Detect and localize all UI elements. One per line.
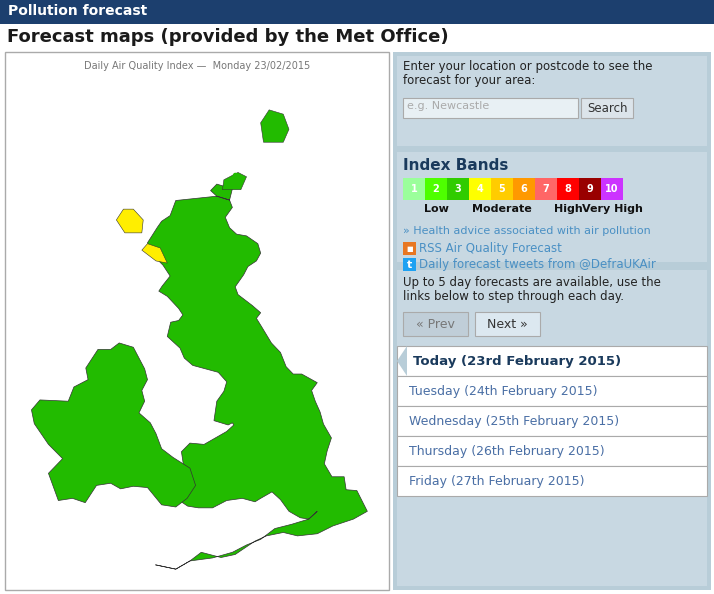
- Text: links below to step through each day.: links below to step through each day.: [403, 290, 624, 303]
- FancyBboxPatch shape: [601, 178, 623, 200]
- Text: 4: 4: [477, 184, 483, 194]
- FancyBboxPatch shape: [557, 178, 579, 200]
- Text: t: t: [407, 260, 412, 270]
- FancyBboxPatch shape: [403, 178, 425, 200]
- Text: Daily forecast tweets from @DefraUKAir: Daily forecast tweets from @DefraUKAir: [419, 258, 656, 271]
- Polygon shape: [223, 172, 246, 189]
- Text: Low: Low: [423, 204, 448, 214]
- Text: Search: Search: [587, 102, 628, 115]
- FancyBboxPatch shape: [425, 178, 447, 200]
- FancyBboxPatch shape: [513, 178, 535, 200]
- FancyBboxPatch shape: [397, 436, 707, 466]
- FancyBboxPatch shape: [469, 178, 491, 200]
- Polygon shape: [31, 343, 196, 507]
- FancyBboxPatch shape: [403, 258, 416, 271]
- FancyBboxPatch shape: [397, 152, 707, 262]
- Text: Moderate: Moderate: [472, 204, 532, 214]
- Text: Today (23rd February 2015): Today (23rd February 2015): [413, 355, 621, 368]
- Text: High: High: [553, 204, 583, 214]
- Text: 10: 10: [605, 184, 619, 194]
- FancyBboxPatch shape: [397, 56, 707, 146]
- Text: 7: 7: [543, 184, 549, 194]
- Text: RSS Air Quality Forecast: RSS Air Quality Forecast: [419, 242, 562, 255]
- Text: Enter your location or postcode to see the: Enter your location or postcode to see t…: [403, 60, 653, 73]
- FancyBboxPatch shape: [579, 178, 601, 200]
- Text: Index Bands: Index Bands: [403, 158, 508, 173]
- Text: Pollution forecast: Pollution forecast: [8, 4, 147, 18]
- Text: Very High: Very High: [582, 204, 643, 214]
- FancyBboxPatch shape: [397, 346, 707, 376]
- FancyBboxPatch shape: [403, 242, 416, 255]
- FancyBboxPatch shape: [0, 0, 714, 24]
- Text: ■: ■: [406, 245, 413, 251]
- Text: Up to 5 day forecasts are available, use the: Up to 5 day forecasts are available, use…: [403, 276, 661, 289]
- FancyBboxPatch shape: [491, 178, 513, 200]
- Text: Daily Air Quality Index —  Monday 23/02/2015: Daily Air Quality Index — Monday 23/02/2…: [84, 61, 310, 71]
- FancyBboxPatch shape: [397, 406, 707, 436]
- Polygon shape: [148, 184, 367, 569]
- Text: 6: 6: [521, 184, 528, 194]
- Text: Thursday (26th February 2015): Thursday (26th February 2015): [409, 444, 605, 457]
- FancyBboxPatch shape: [535, 178, 557, 200]
- FancyBboxPatch shape: [5, 52, 389, 590]
- Text: Forecast maps (provided by the Met Office): Forecast maps (provided by the Met Offic…: [7, 28, 448, 46]
- FancyBboxPatch shape: [397, 376, 707, 406]
- Polygon shape: [116, 209, 144, 233]
- Polygon shape: [397, 346, 407, 376]
- FancyBboxPatch shape: [397, 270, 707, 586]
- Text: 2: 2: [433, 184, 439, 194]
- Text: 5: 5: [498, 184, 506, 194]
- FancyBboxPatch shape: [475, 312, 540, 336]
- Text: 3: 3: [455, 184, 461, 194]
- FancyBboxPatch shape: [403, 98, 578, 118]
- Text: Wednesday (25th February 2015): Wednesday (25th February 2015): [409, 415, 619, 428]
- Text: « Prev: « Prev: [416, 318, 454, 330]
- Polygon shape: [142, 244, 167, 263]
- Text: Tuesday (24th February 2015): Tuesday (24th February 2015): [409, 384, 598, 397]
- FancyBboxPatch shape: [447, 178, 469, 200]
- FancyBboxPatch shape: [393, 52, 711, 590]
- FancyBboxPatch shape: [397, 466, 707, 496]
- Text: Next »: Next »: [487, 318, 528, 330]
- Text: 8: 8: [565, 184, 571, 194]
- Text: » Health advice associated with air pollution: » Health advice associated with air poll…: [403, 226, 650, 236]
- FancyBboxPatch shape: [581, 98, 633, 118]
- Polygon shape: [261, 110, 289, 142]
- Text: forecast for your area:: forecast for your area:: [403, 74, 536, 87]
- Text: 1: 1: [411, 184, 418, 194]
- FancyBboxPatch shape: [403, 312, 468, 336]
- Text: Friday (27th February 2015): Friday (27th February 2015): [409, 475, 585, 488]
- Text: 9: 9: [587, 184, 593, 194]
- Text: e.g. Newcastle: e.g. Newcastle: [407, 101, 489, 111]
